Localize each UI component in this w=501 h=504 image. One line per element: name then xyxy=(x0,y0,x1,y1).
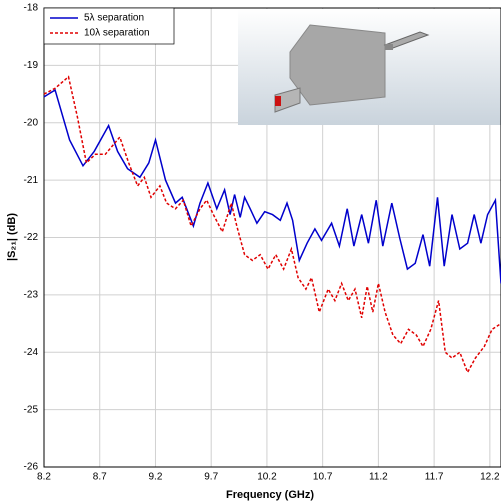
y-tick-label: -22 xyxy=(24,232,39,243)
y-tick-label: -25 xyxy=(24,404,39,415)
y-tick-label: -18 xyxy=(24,3,39,14)
y-tick-label: -23 xyxy=(24,290,39,301)
x-tick-label: 8.2 xyxy=(37,472,51,483)
legend-label: 5λ separation xyxy=(84,13,144,24)
y-tick-label: -19 xyxy=(24,60,39,71)
y-tick-label: -20 xyxy=(24,117,39,128)
y-tick-label: -24 xyxy=(24,347,39,358)
x-tick-label: 11.2 xyxy=(369,472,388,483)
x-tick-label: 10.7 xyxy=(313,472,333,483)
x-tick-label: 10.2 xyxy=(257,472,277,483)
legend-label: 10λ separation xyxy=(84,28,150,39)
y-axis-label: |S₂₁| (dB) xyxy=(6,213,18,261)
x-tick-label: 9.7 xyxy=(204,472,218,483)
x-tick-label: 8.7 xyxy=(93,472,107,483)
x-tick-label: 9.2 xyxy=(149,472,163,483)
x-tick-label: 12.2 xyxy=(480,472,500,483)
x-axis-label: Frequency (GHz) xyxy=(226,489,314,501)
y-tick-label: -21 xyxy=(24,175,39,186)
chart: |S₂₁| (dB) Frequency (GHz) -18 -19 -20 -21 -… xyxy=(0,0,501,504)
x-tick-label: 11.7 xyxy=(425,472,444,483)
model-inset xyxy=(238,9,501,125)
